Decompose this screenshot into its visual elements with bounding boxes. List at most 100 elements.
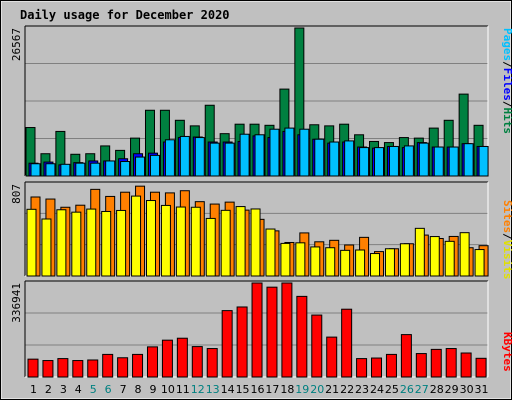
visits-bar-day-19 — [295, 242, 306, 277]
legend-bottom: KBytes — [501, 332, 512, 372]
day-label-24: 24 — [370, 383, 384, 396]
legend-top: Pages/Files/Hits — [501, 28, 512, 134]
visits-bar-day-30 — [459, 232, 470, 277]
kbytes-bar-day-11 — [176, 337, 188, 378]
kbytes-bar-day-31 — [475, 357, 487, 378]
pages-bar-day-15 — [239, 133, 250, 177]
legend-hits: Hits — [501, 108, 512, 135]
day-label-21: 21 — [325, 383, 339, 396]
svg-text:Sites/Visits: Sites/Visits — [501, 200, 512, 280]
pages-bar-day-7 — [120, 161, 131, 177]
pages-bar-day-28 — [433, 146, 444, 177]
visits-bar-day-25 — [384, 248, 395, 277]
kbytes-bar-day-23 — [356, 358, 368, 378]
day-label-25: 25 — [385, 383, 399, 396]
day-label-10: 10 — [161, 383, 175, 396]
pages-bar-day-12 — [194, 137, 205, 177]
visits-bar-day-12 — [190, 206, 201, 277]
day-label-2: 2 — [45, 383, 52, 396]
kbytes-bar-day-29 — [445, 348, 457, 378]
day-label-17: 17 — [265, 383, 279, 396]
pages-bar-day-16 — [254, 134, 265, 177]
day-label-11: 11 — [176, 383, 190, 396]
pages-bar-day-5 — [90, 162, 101, 177]
kbytes-bar-day-6 — [102, 353, 114, 378]
visits-bar-day-27 — [414, 227, 425, 277]
day-label-8: 8 — [135, 383, 142, 396]
visits-bar-day-8 — [131, 195, 142, 277]
pages-bar-day-25 — [388, 145, 399, 177]
pages-bar-day-27 — [418, 142, 429, 177]
day-label-9: 9 — [149, 383, 156, 396]
day-labels: 1 2 3 4 5 6 7 8 9 10 11 12 13 14 15 16 17 18 19 20 21 22 23 24 2… — [30, 383, 489, 396]
day-label-1: 1 — [30, 383, 37, 396]
kbytes-bar-day-4 — [72, 360, 84, 378]
legend-visits: Visits — [501, 240, 512, 280]
pages-bar-day-23 — [359, 147, 370, 177]
day-label-6: 6 — [105, 383, 112, 396]
visits-bar-day-5 — [86, 208, 97, 277]
legend-sites: Sites — [501, 200, 512, 233]
pages-bar-day-19 — [299, 128, 310, 177]
visits-bar-day-21 — [325, 247, 336, 277]
pages-bar-day-18 — [284, 127, 295, 177]
kbytes-bar-day-10 — [161, 339, 173, 378]
visits-bar-day-3 — [56, 209, 67, 277]
visits-bar-day-28 — [429, 236, 440, 277]
visits-bar-day-24 — [370, 253, 381, 277]
kbytes-bar-day-27 — [415, 353, 427, 378]
pages-bar-day-3 — [60, 163, 71, 177]
pages-bar-day-20 — [314, 138, 325, 177]
day-label-3: 3 — [60, 383, 67, 396]
pages-bar-day-9 — [149, 154, 160, 177]
visits-bar-day-20 — [310, 246, 321, 277]
kbytes-bar-day-14 — [221, 310, 233, 378]
day-label-20: 20 — [310, 383, 324, 396]
kbytes-bar-day-8 — [132, 353, 144, 378]
y-max-label: 336941 — [10, 283, 23, 323]
kbytes-bar-day-9 — [146, 346, 158, 378]
panel-kbytes: 336941 — [10, 280, 489, 378]
day-label-4: 4 — [75, 383, 82, 396]
pages-bar-day-6 — [105, 160, 116, 177]
legend-kbytes: KBytes — [501, 332, 512, 372]
day-label-30: 30 — [460, 383, 474, 396]
pages-bar-day-21 — [329, 141, 340, 177]
kbytes-bar-day-17 — [266, 286, 278, 378]
visits-bar-day-13 — [205, 217, 216, 277]
kbytes-bar-day-30 — [460, 352, 472, 378]
day-label-27: 27 — [415, 383, 429, 396]
day-label-23: 23 — [355, 383, 369, 396]
day-label-18: 18 — [280, 383, 294, 396]
chart-title: Daily usage for December 2020 — [20, 8, 230, 22]
kbytes-bar-day-3 — [57, 358, 69, 378]
visits-bar-day-29 — [444, 240, 455, 277]
day-label-5: 5 — [90, 383, 97, 396]
pages-bar-day-30 — [463, 143, 474, 177]
day-label-16: 16 — [251, 383, 265, 396]
visits-bar-day-18 — [280, 242, 291, 277]
visits-bar-day-22 — [340, 249, 351, 277]
kbytes-bar-day-26 — [400, 334, 412, 378]
day-label-7: 7 — [120, 383, 127, 396]
visits-bar-day-23 — [355, 249, 366, 277]
y-max-label: 26567 — [10, 28, 23, 61]
day-label-26: 26 — [400, 383, 414, 396]
kbytes-bar-day-19 — [296, 295, 308, 378]
day-label-31: 31 — [475, 383, 489, 396]
panel-hits-files-pages: 26567 — [10, 25, 489, 177]
day-label-15: 15 — [236, 383, 250, 396]
visits-bar-day-10 — [160, 204, 171, 277]
visits-bar-day-9 — [145, 200, 156, 277]
pages-bar-day-31 — [478, 145, 489, 177]
pages-bar-day-22 — [344, 140, 355, 177]
pages-bar-day-8 — [135, 156, 146, 177]
kbytes-bar-day-12 — [191, 346, 203, 378]
kbytes-bar-day-22 — [341, 308, 353, 378]
legend-middle: Sites/Visits — [501, 200, 512, 280]
pages-bar-day-17 — [269, 128, 280, 177]
kbytes-bar-day-7 — [117, 357, 129, 378]
pages-bar-day-13 — [209, 142, 220, 177]
